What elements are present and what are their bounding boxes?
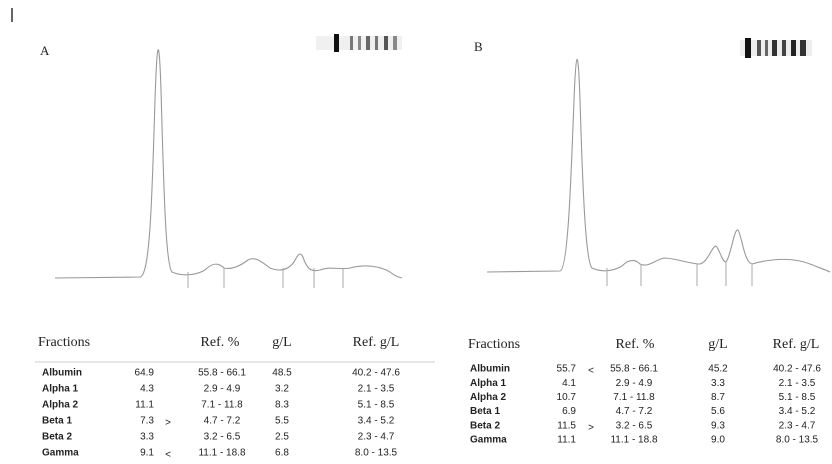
ref-g-per-l: 5.1 - 8.5 — [779, 392, 816, 403]
ref-g-per-l: 2.3 - 4.7 — [358, 432, 395, 443]
percent: 9.1 — [140, 448, 154, 459]
electropherogram-b — [487, 38, 830, 286]
flag: < — [588, 366, 594, 377]
ref-g-per-l: 5.1 - 8.5 — [358, 400, 395, 411]
g-per-l: 5.6 — [711, 406, 725, 417]
ref-percent: 7.1 - 11.8 — [613, 392, 655, 403]
column-header: g/L — [708, 337, 727, 352]
column-header: Ref. g/L — [773, 337, 820, 352]
percent: 7.3 — [140, 416, 154, 427]
ref-g-per-l: 40.2 - 47.6 — [352, 368, 400, 379]
percent: 55.7 — [557, 364, 577, 375]
g-per-l: 3.3 — [711, 378, 725, 389]
ref-percent: 11.1 - 18.8 — [198, 448, 246, 459]
fraction-name: Albumin — [470, 364, 510, 375]
ref-g-per-l: 8.0 - 13.5 — [776, 435, 819, 446]
percent: 11.1 — [557, 435, 576, 446]
fraction-name: Beta 2 — [470, 420, 500, 431]
fraction-name: Albumin — [42, 368, 82, 379]
g-per-l: 45.2 — [708, 364, 728, 375]
flag: > — [588, 422, 594, 433]
ref-g-per-l: 3.4 - 5.2 — [779, 406, 816, 417]
fraction-name: Beta 1 — [470, 406, 500, 417]
fraction-name: Alpha 1 — [470, 378, 507, 389]
percent: 3.3 — [140, 432, 154, 443]
g-per-l: 6.8 — [275, 448, 289, 459]
fraction-name: Gamma — [470, 435, 507, 446]
ref-g-per-l: 8.0 - 13.5 — [355, 448, 398, 459]
g-per-l: 2.5 — [275, 432, 289, 443]
panel-label: A — [40, 43, 50, 58]
fraction-name: Gamma — [42, 448, 79, 459]
percent: 11.1 — [135, 400, 154, 411]
ref-percent: 7.1 - 11.8 — [201, 400, 243, 411]
percent: 4.1 — [562, 378, 576, 389]
panel-label: B — [474, 39, 483, 54]
percent: 64.9 — [135, 368, 155, 379]
gel-band-b — [740, 38, 812, 58]
column-header: Ref. % — [201, 335, 240, 350]
fraction-name: Beta 2 — [42, 432, 72, 443]
fraction-name: Beta 1 — [42, 416, 72, 427]
ref-g-per-l: 2.1 - 3.5 — [779, 378, 816, 389]
fraction-name: Alpha 1 — [42, 384, 79, 395]
ref-g-per-l: 2.1 - 3.5 — [358, 384, 395, 395]
g-per-l: 5.5 — [275, 416, 289, 427]
ref-percent: 3.2 - 6.5 — [616, 420, 653, 431]
column-header: Fractions — [38, 335, 90, 350]
electropherogram-a — [35, 34, 435, 362]
ref-percent: 4.7 - 7.2 — [204, 416, 241, 427]
ref-percent: 55.8 - 66.1 — [198, 368, 246, 379]
ref-percent: 11.1 - 18.8 — [610, 435, 658, 446]
ref-percent: 3.2 - 6.5 — [204, 432, 241, 443]
column-header: Ref. g/L — [353, 335, 400, 350]
g-per-l: 8.7 — [711, 392, 725, 403]
ref-g-per-l: 40.2 - 47.6 — [773, 364, 821, 375]
flag: < — [165, 450, 171, 461]
column-header: g/L — [272, 335, 291, 350]
fraction-name: Alpha 2 — [470, 392, 507, 403]
gel-band-a — [316, 34, 402, 52]
g-per-l: 9.3 — [711, 420, 725, 431]
column-header: Ref. % — [616, 337, 655, 352]
g-per-l: 8.3 — [275, 400, 289, 411]
ref-percent: 4.7 - 7.2 — [616, 406, 653, 417]
ref-percent: 55.8 - 66.1 — [610, 364, 658, 375]
figure: A Fractions Ref. % g/L Ref. g/L Albumin 64.9 55… — [0, 0, 832, 464]
fraction-name: Alpha 2 — [42, 400, 79, 411]
percent: 6.9 — [562, 406, 576, 417]
flag: > — [165, 418, 171, 429]
percent: 10.7 — [557, 392, 577, 403]
g-per-l: 9.0 — [711, 435, 725, 446]
column-header: Fractions — [468, 337, 520, 352]
ref-percent: 2.9 - 4.9 — [616, 378, 653, 389]
percent: 11.5 — [557, 420, 576, 431]
percent: 4.3 — [140, 384, 154, 395]
g-per-l: 48.5 — [272, 368, 292, 379]
ref-g-per-l: 3.4 - 5.2 — [358, 416, 395, 427]
g-per-l: 3.2 — [275, 384, 289, 395]
ref-g-per-l: 2.3 - 4.7 — [779, 420, 816, 431]
ref-percent: 2.9 - 4.9 — [204, 384, 241, 395]
